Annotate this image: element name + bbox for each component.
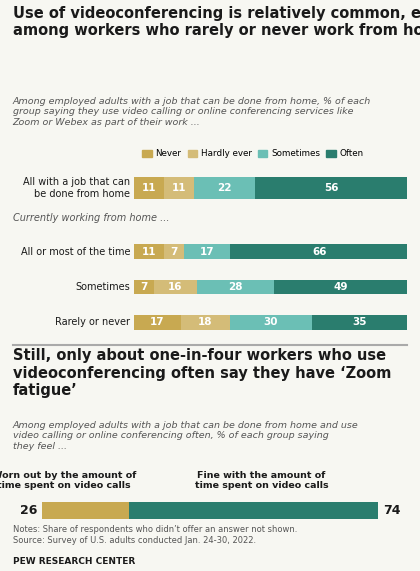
Bar xyxy=(129,501,378,520)
Text: 66: 66 xyxy=(313,247,327,257)
Bar xyxy=(274,280,407,294)
Text: 18: 18 xyxy=(198,317,213,327)
Text: Rarely or never: Rarely or never xyxy=(55,317,130,327)
Text: 49: 49 xyxy=(333,282,348,292)
Text: All with a job that can
be done from home: All with a job that can be done from hom… xyxy=(23,177,130,199)
Bar xyxy=(194,176,255,199)
Text: 11: 11 xyxy=(142,247,157,257)
Text: 11: 11 xyxy=(172,183,187,193)
Bar xyxy=(165,244,184,259)
Text: 22: 22 xyxy=(217,183,232,193)
Text: Still, only about one-in-four workers who use
videoconferencing often say they h: Still, only about one-in-four workers wh… xyxy=(13,348,391,398)
Bar xyxy=(312,315,407,329)
Text: 11: 11 xyxy=(142,183,157,193)
Text: PEW RESEARCH CENTER: PEW RESEARCH CENTER xyxy=(13,557,135,565)
Bar xyxy=(134,176,165,199)
Bar xyxy=(230,315,312,329)
Text: 26: 26 xyxy=(20,504,37,517)
Bar xyxy=(255,176,407,199)
Bar xyxy=(197,280,274,294)
Text: 56: 56 xyxy=(324,183,338,193)
Legend: Never, Hardly ever, Sometimes, Often: Never, Hardly ever, Sometimes, Often xyxy=(139,146,367,162)
Bar xyxy=(42,501,129,520)
Text: Sometimes: Sometimes xyxy=(76,282,130,292)
Text: Among employed adults with a job that can be done from home, % of each
group say: Among employed adults with a job that ca… xyxy=(13,97,371,127)
Text: Fine with the amount of
time spent on video calls: Fine with the amount of time spent on vi… xyxy=(194,471,328,490)
Bar xyxy=(134,280,154,294)
Text: 30: 30 xyxy=(264,317,278,327)
Text: 17: 17 xyxy=(200,247,214,257)
Text: 16: 16 xyxy=(168,282,183,292)
Text: Among employed adults with a job that can be done from home and use
video callin: Among employed adults with a job that ca… xyxy=(13,421,358,451)
Bar xyxy=(165,176,194,199)
Bar xyxy=(230,244,410,259)
Text: Worn out by the amount of
time spent on video calls: Worn out by the amount of time spent on … xyxy=(0,471,136,490)
Bar xyxy=(154,280,197,294)
Text: 7: 7 xyxy=(140,282,148,292)
Bar xyxy=(181,315,230,329)
Text: All or most of the time: All or most of the time xyxy=(21,247,130,257)
Bar xyxy=(184,244,230,259)
Bar xyxy=(134,244,165,259)
Text: Notes: Share of respondents who didn’t offer an answer not shown.
Source: Survey: Notes: Share of respondents who didn’t o… xyxy=(13,525,297,545)
Text: 74: 74 xyxy=(383,504,401,517)
Text: Currently working from home ...: Currently working from home ... xyxy=(13,212,169,223)
Text: 35: 35 xyxy=(352,317,367,327)
Text: Use of videoconferencing is relatively common, even
among workers who rarely or : Use of videoconferencing is relatively c… xyxy=(13,6,420,38)
Text: 17: 17 xyxy=(150,317,165,327)
Text: 28: 28 xyxy=(228,282,243,292)
Text: 7: 7 xyxy=(170,247,178,257)
Bar xyxy=(134,315,181,329)
